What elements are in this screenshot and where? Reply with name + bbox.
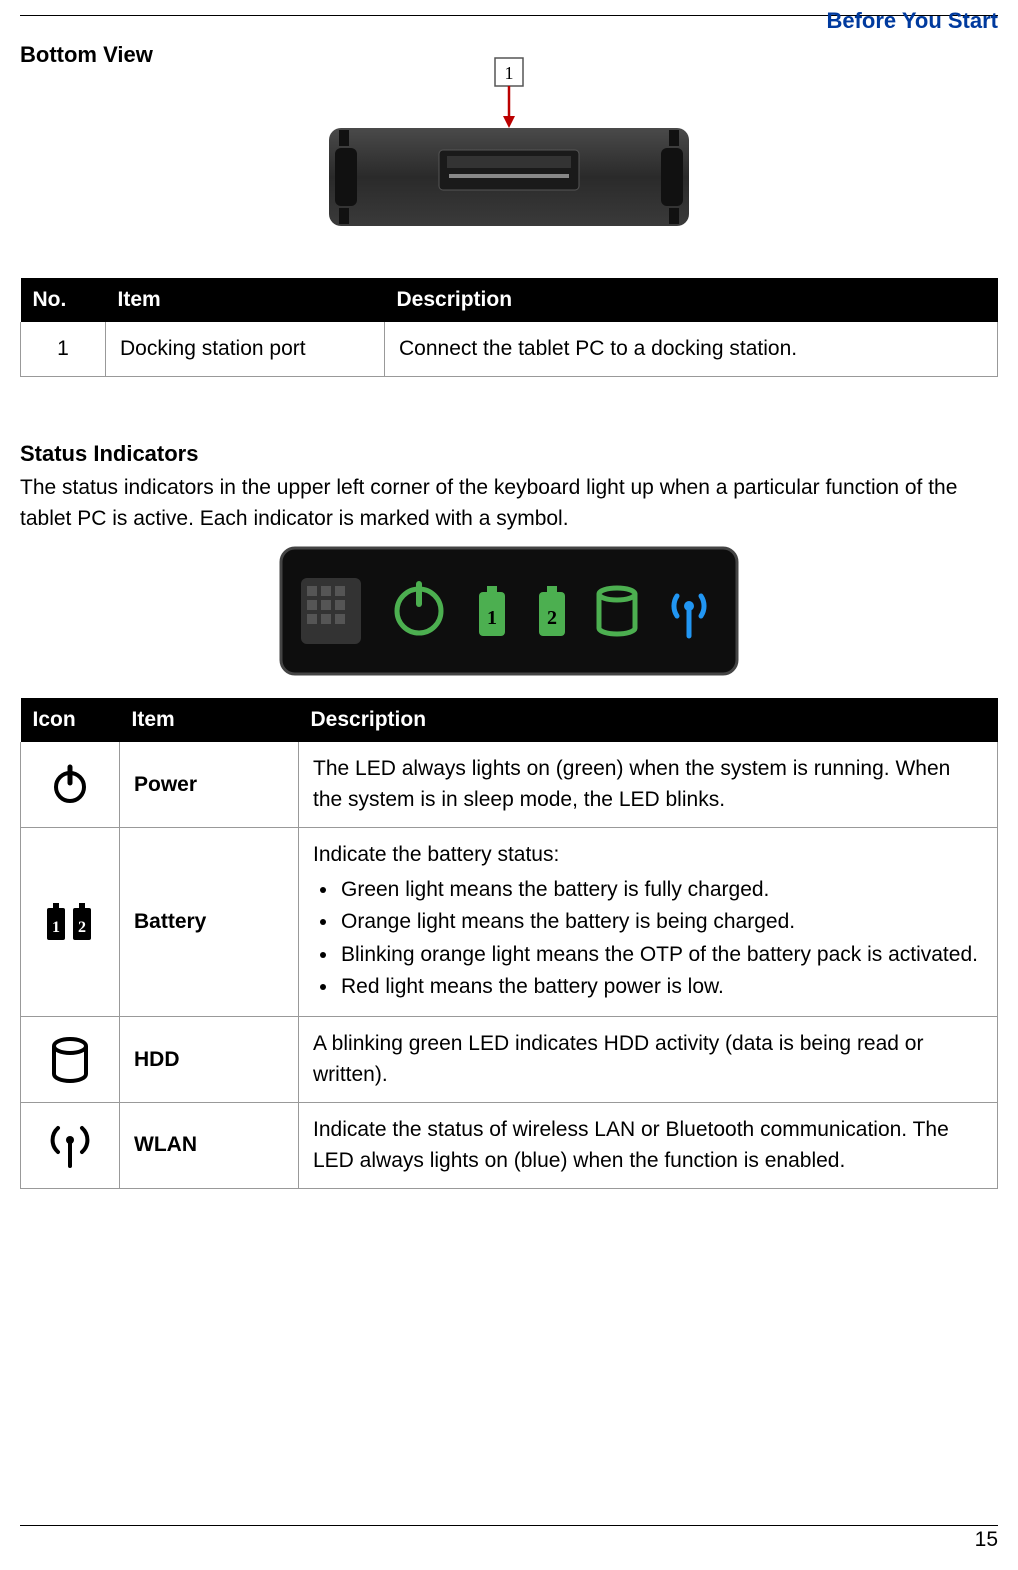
cell-desc: Connect the tablet PC to a docking stati… [385,322,998,377]
hdd-icon [21,1017,120,1103]
battery-bullet: Blinking orange light means the OTP of t… [339,940,983,970]
table-row: WLAN Indicate the status of wireless LAN… [21,1103,998,1189]
col-icon: Icon [21,698,120,742]
table-row: 1 Docking station port Connect the table… [21,322,998,377]
power-icon [21,742,120,827]
col-item: Item [120,698,299,742]
svg-text:2: 2 [78,919,86,936]
status-table: Icon Item Description Power The LED alwa… [20,698,998,1189]
col-desc: Description [299,698,998,742]
status-indicators-heading: Status Indicators [20,441,998,467]
bottom-view-table: No. Item Description 1 Docking station p… [20,278,998,377]
bottom-view-figure: 1 [20,56,998,262]
battery-bullet: Orange light means the battery is being … [339,907,983,937]
table-row: HDD A blinking green LED indicates HDD a… [21,1017,998,1103]
cell-item: Docking station port [106,322,385,377]
desc-hdd: A blinking green LED indicates HDD activ… [299,1017,998,1103]
item-battery: Battery [120,828,299,1017]
status-intro: The status indicators in the upper left … [20,473,998,534]
item-wlan: WLAN [120,1103,299,1189]
col-no: No. [21,278,106,322]
table-row: 1 2 Battery Indicate the battery status:… [21,828,998,1017]
battery-bullet: Red light means the battery power is low… [339,972,983,1002]
status-panel-figure: 1 2 [20,546,998,682]
item-power: Power [120,742,299,827]
battery-bullet: Green light means the battery is fully c… [339,875,983,905]
wlan-icon [21,1103,120,1189]
table-row: Power The LED always lights on (green) w… [21,742,998,827]
desc-battery: Indicate the battery status: Green light… [299,828,998,1017]
col-desc: Description [385,278,998,322]
svg-text:1: 1 [52,919,60,936]
page-header-right: Before You Start [20,8,998,34]
callout-label: 1 [505,63,514,83]
svg-text:2: 2 [547,607,557,629]
svg-text:1: 1 [487,607,497,629]
desc-power: The LED always lights on (green) when th… [299,742,998,827]
col-item: Item [106,278,385,322]
page-number: 15 [20,1528,998,1552]
desc-wlan: Indicate the status of wireless LAN or B… [299,1103,998,1189]
item-hdd: HDD [120,1017,299,1103]
cell-no: 1 [21,322,106,377]
battery-icon: 1 2 [21,828,120,1017]
